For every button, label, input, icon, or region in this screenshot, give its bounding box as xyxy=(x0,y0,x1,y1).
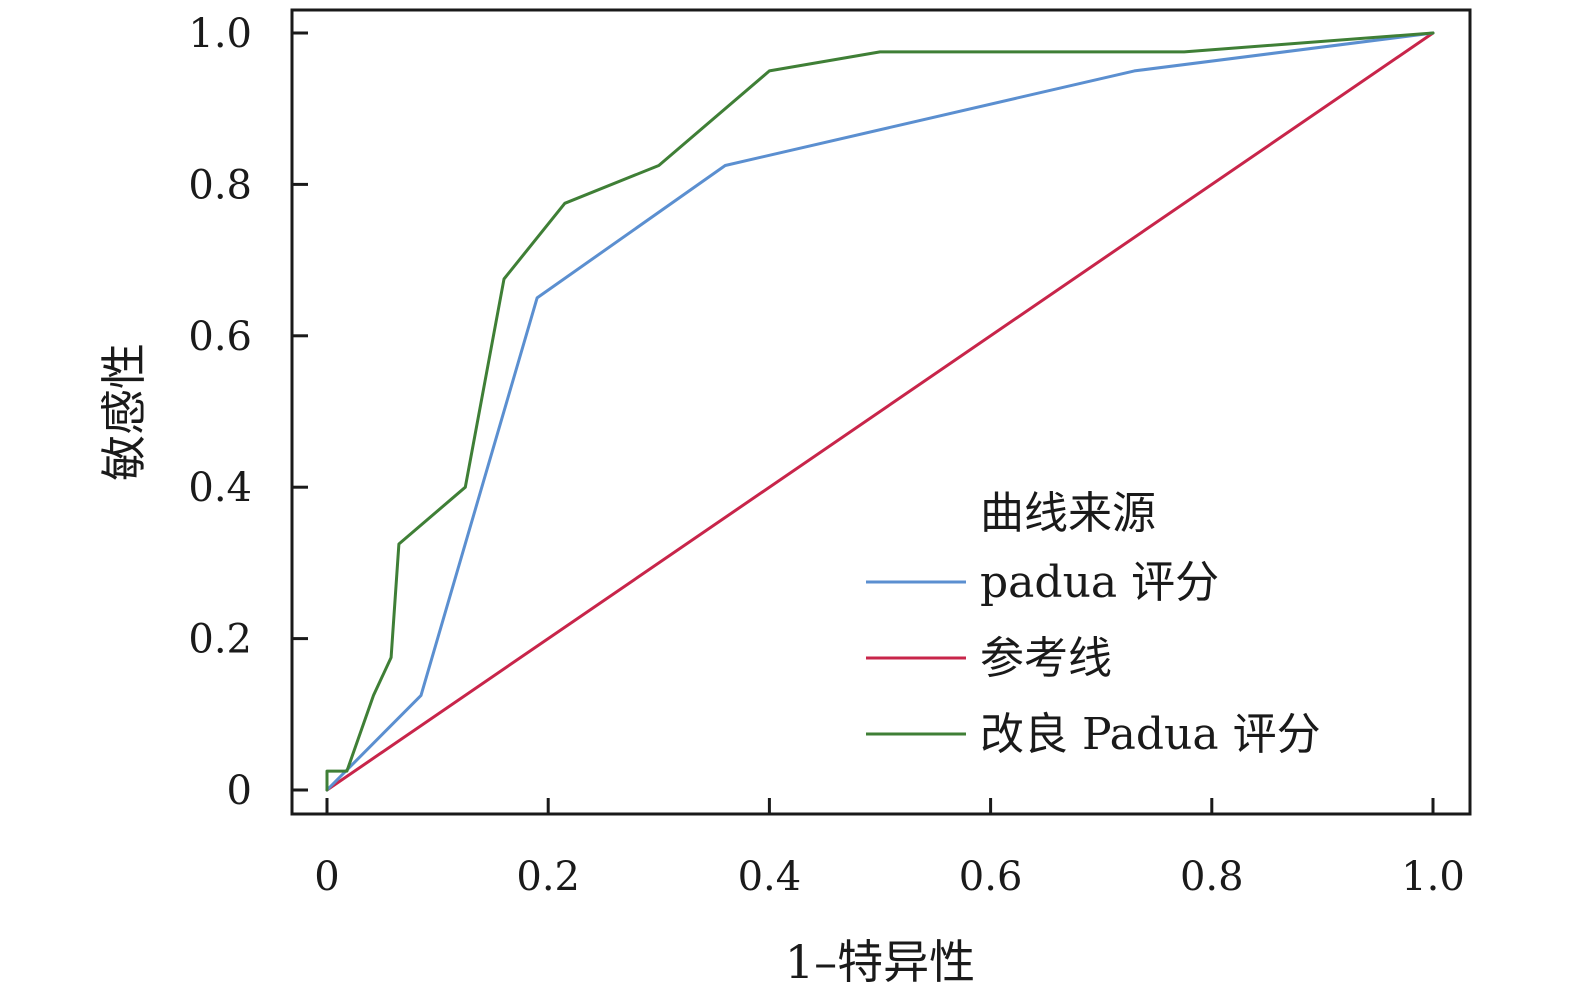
x-tick-label: 1.0 xyxy=(1401,854,1465,900)
series-line-0 xyxy=(325,31,1435,792)
x-tick-label: 0 xyxy=(314,854,339,900)
x-tick-label: 0.2 xyxy=(516,854,580,900)
x-tick-label: 0.8 xyxy=(1180,854,1244,900)
y-tick-label: 1.0 xyxy=(188,11,252,57)
x-tick-label: 0.4 xyxy=(738,854,802,900)
plot-frame xyxy=(290,8,1472,816)
y-tick-label: 0 xyxy=(227,768,252,814)
x-axis-label: 1–特异性 xyxy=(785,935,975,989)
x-tick-label: 0.6 xyxy=(959,854,1023,900)
legend-title: 曲线来源 xyxy=(980,488,1156,539)
y-tick-label: 0.4 xyxy=(188,465,252,511)
y-tick-label: 0.8 xyxy=(188,162,252,208)
y-tick-label: 0.2 xyxy=(188,617,252,663)
legend-entry-label: 改良 Padua 评分 xyxy=(980,709,1321,760)
legend-entry-label: padua 评分 xyxy=(980,557,1219,608)
y-axis-label: 敏感性 xyxy=(97,343,151,481)
series-line-1 xyxy=(325,31,1435,792)
series-layer xyxy=(325,31,1435,792)
y-tick-label: 0.6 xyxy=(188,314,252,360)
tick-layer: 0 0.2 0.4 0.6 0.8 1.0 0 0.2 0.4 0.6 0.8 1.0 xyxy=(188,11,1464,900)
series-line-2 xyxy=(325,31,1435,792)
legend-entry-label: 参考线 xyxy=(980,633,1112,684)
